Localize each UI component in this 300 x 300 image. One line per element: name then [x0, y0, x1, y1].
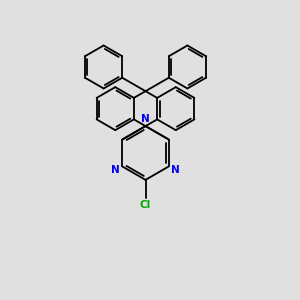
Text: Cl: Cl: [140, 200, 151, 210]
Text: N: N: [171, 165, 180, 175]
Text: N: N: [111, 165, 120, 175]
Text: N: N: [141, 114, 150, 124]
